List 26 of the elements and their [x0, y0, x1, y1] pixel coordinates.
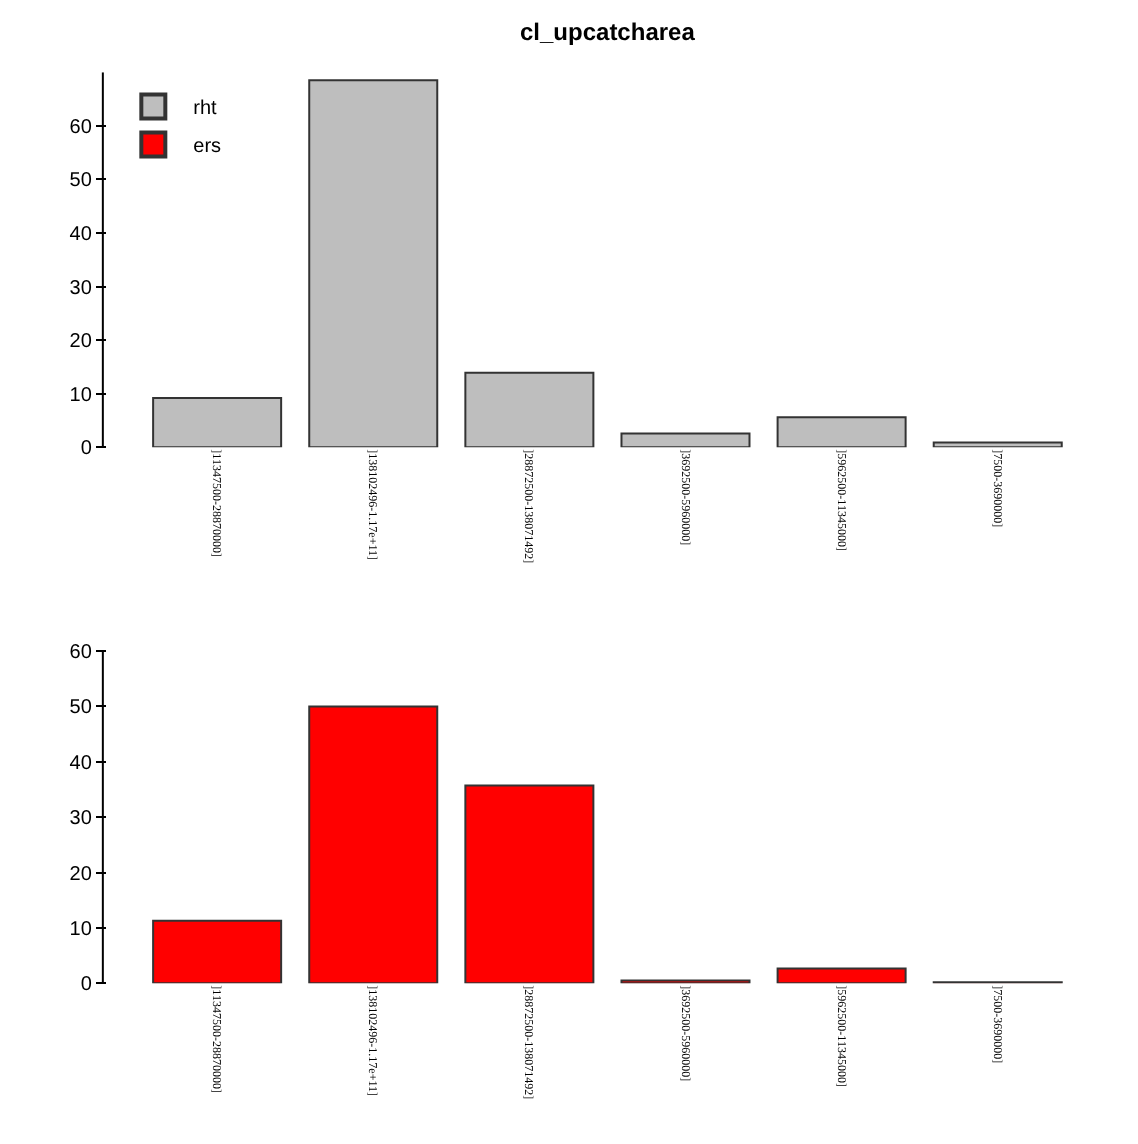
bar: [464, 784, 595, 984]
y-tick-label: 0: [80, 438, 93, 461]
y-tick-label: 40: [69, 223, 93, 246]
y-tick-label: 50: [69, 697, 93, 720]
bar: [308, 705, 439, 984]
bar: [308, 79, 439, 448]
chart-title: cl_upcatcharea: [520, 18, 696, 46]
legend-label: ers: [193, 136, 222, 159]
y-tick-label: 60: [69, 116, 93, 139]
bar: [620, 432, 751, 448]
y-tick-label: 50: [69, 170, 93, 193]
legend-label: rht: [193, 98, 218, 121]
y-tick-label: 10: [69, 384, 93, 407]
bar: [152, 397, 283, 448]
y-tick-label: 30: [69, 277, 93, 300]
y-tick-label: 40: [69, 752, 93, 775]
y-tick-label: 10: [69, 918, 93, 941]
y-tick-label: 20: [69, 863, 93, 886]
y-tick-label: 0: [80, 974, 93, 997]
y-tick-label: 30: [69, 808, 93, 831]
y-tick-label: 60: [69, 642, 93, 665]
bar: [776, 416, 907, 448]
bar: [152, 919, 283, 984]
y-tick-label: 20: [69, 331, 93, 354]
bar: [464, 371, 595, 448]
bar: [776, 967, 907, 984]
